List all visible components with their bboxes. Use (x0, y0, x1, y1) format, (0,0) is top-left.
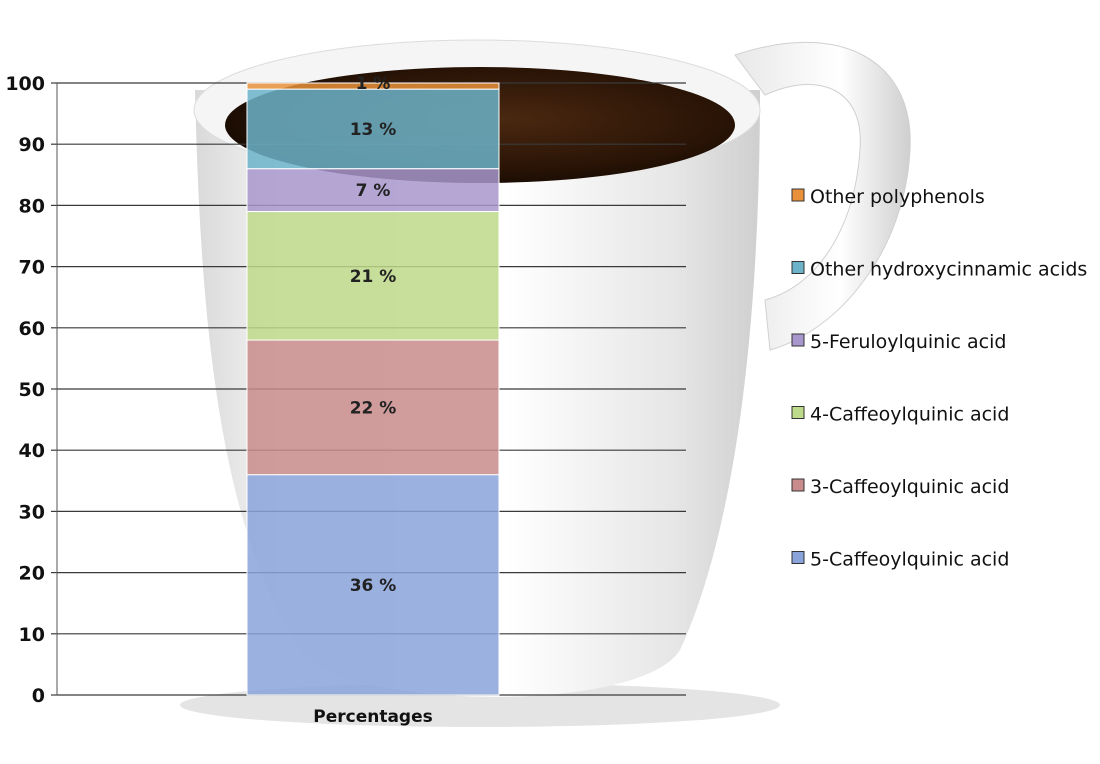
legend-label-5-caffeoylquinic-acid: 5-Caffeoylquinic acid (810, 549, 1009, 571)
data-label-5-feruloylquinic-acid: 7 % (356, 181, 391, 201)
data-label-other-polyphenols: 1 % (356, 74, 391, 94)
bar-segment-other-hydroxycinnamic-acids (246, 88, 500, 170)
y-tick-label: 50 (19, 379, 45, 401)
legend-swatch-5-feruloylquinic-acid (791, 333, 805, 347)
bar-segment-5-feruloylquinic-acid (246, 168, 500, 213)
bar-segment-3-caffeoylquinic-acid (246, 339, 500, 476)
data-label-4-caffeoylquinic-acid: 21 % (350, 267, 397, 287)
y-tick-label: 80 (19, 195, 45, 217)
y-tick-label: 60 (19, 318, 45, 340)
data-label-3-caffeoylquinic-acid: 22 % (350, 398, 397, 418)
y-tick-label: 40 (19, 440, 45, 462)
legend-swatch-5-caffeoylquinic-acid (791, 551, 805, 564)
legend-label-other-hydroxycinnamic-acids: Other hydroxycinnamic acids (810, 259, 1087, 281)
segment-labels: 36 % 22 % 21 % 7 % 13 % 1 % (350, 74, 397, 596)
legend-swatch-4-caffeoylquinic-acid (791, 406, 805, 419)
y-axis-ticks: 0 10 20 30 40 50 60 70 80 90 100 (5, 73, 45, 707)
y-tick-label: 0 (32, 685, 45, 707)
legend-label-3-caffeoylquinic-acid: 3-Caffeoylquinic acid (810, 476, 1009, 498)
legend-swatch-other-polyphenols (791, 188, 805, 202)
y-tick-label: 30 (19, 501, 45, 523)
stacked-bar (246, 82, 500, 696)
cup-handle (734, 41, 911, 351)
y-tick-label: 70 (19, 257, 45, 279)
bar-segment-other-polyphenols (246, 82, 500, 90)
legend-label-4-caffeoylquinic-acid: 4-Caffeoylquinic acid (810, 404, 1009, 426)
data-label-other-hydroxycinnamic-acids: 13 % (350, 120, 397, 140)
data-label-5-caffeoylquinic-acid: 36 % (350, 576, 397, 596)
legend: Other polyphenols Other hydroxycinnamic a… (791, 186, 1087, 571)
legend-swatch-other-hydroxycinnamic-acids (791, 261, 805, 274)
y-tick-label: 90 (19, 134, 45, 156)
legend-swatch-3-caffeoylquinic-acid (791, 478, 805, 492)
y-tick-label: 20 (19, 563, 45, 585)
x-category-label: Percentages (313, 707, 433, 727)
legend-label-5-feruloylquinic-acid: 5-Feruloylquinic acid (810, 331, 1006, 353)
legend-label-other-polyphenols: Other polyphenols (810, 186, 985, 208)
bar-segment-4-caffeoylquinic-acid (246, 211, 500, 341)
y-tick-label: 10 (19, 624, 45, 646)
bar-segment-5-caffeoylquinic-acid (246, 474, 500, 696)
y-tick-label: 100 (5, 73, 45, 95)
